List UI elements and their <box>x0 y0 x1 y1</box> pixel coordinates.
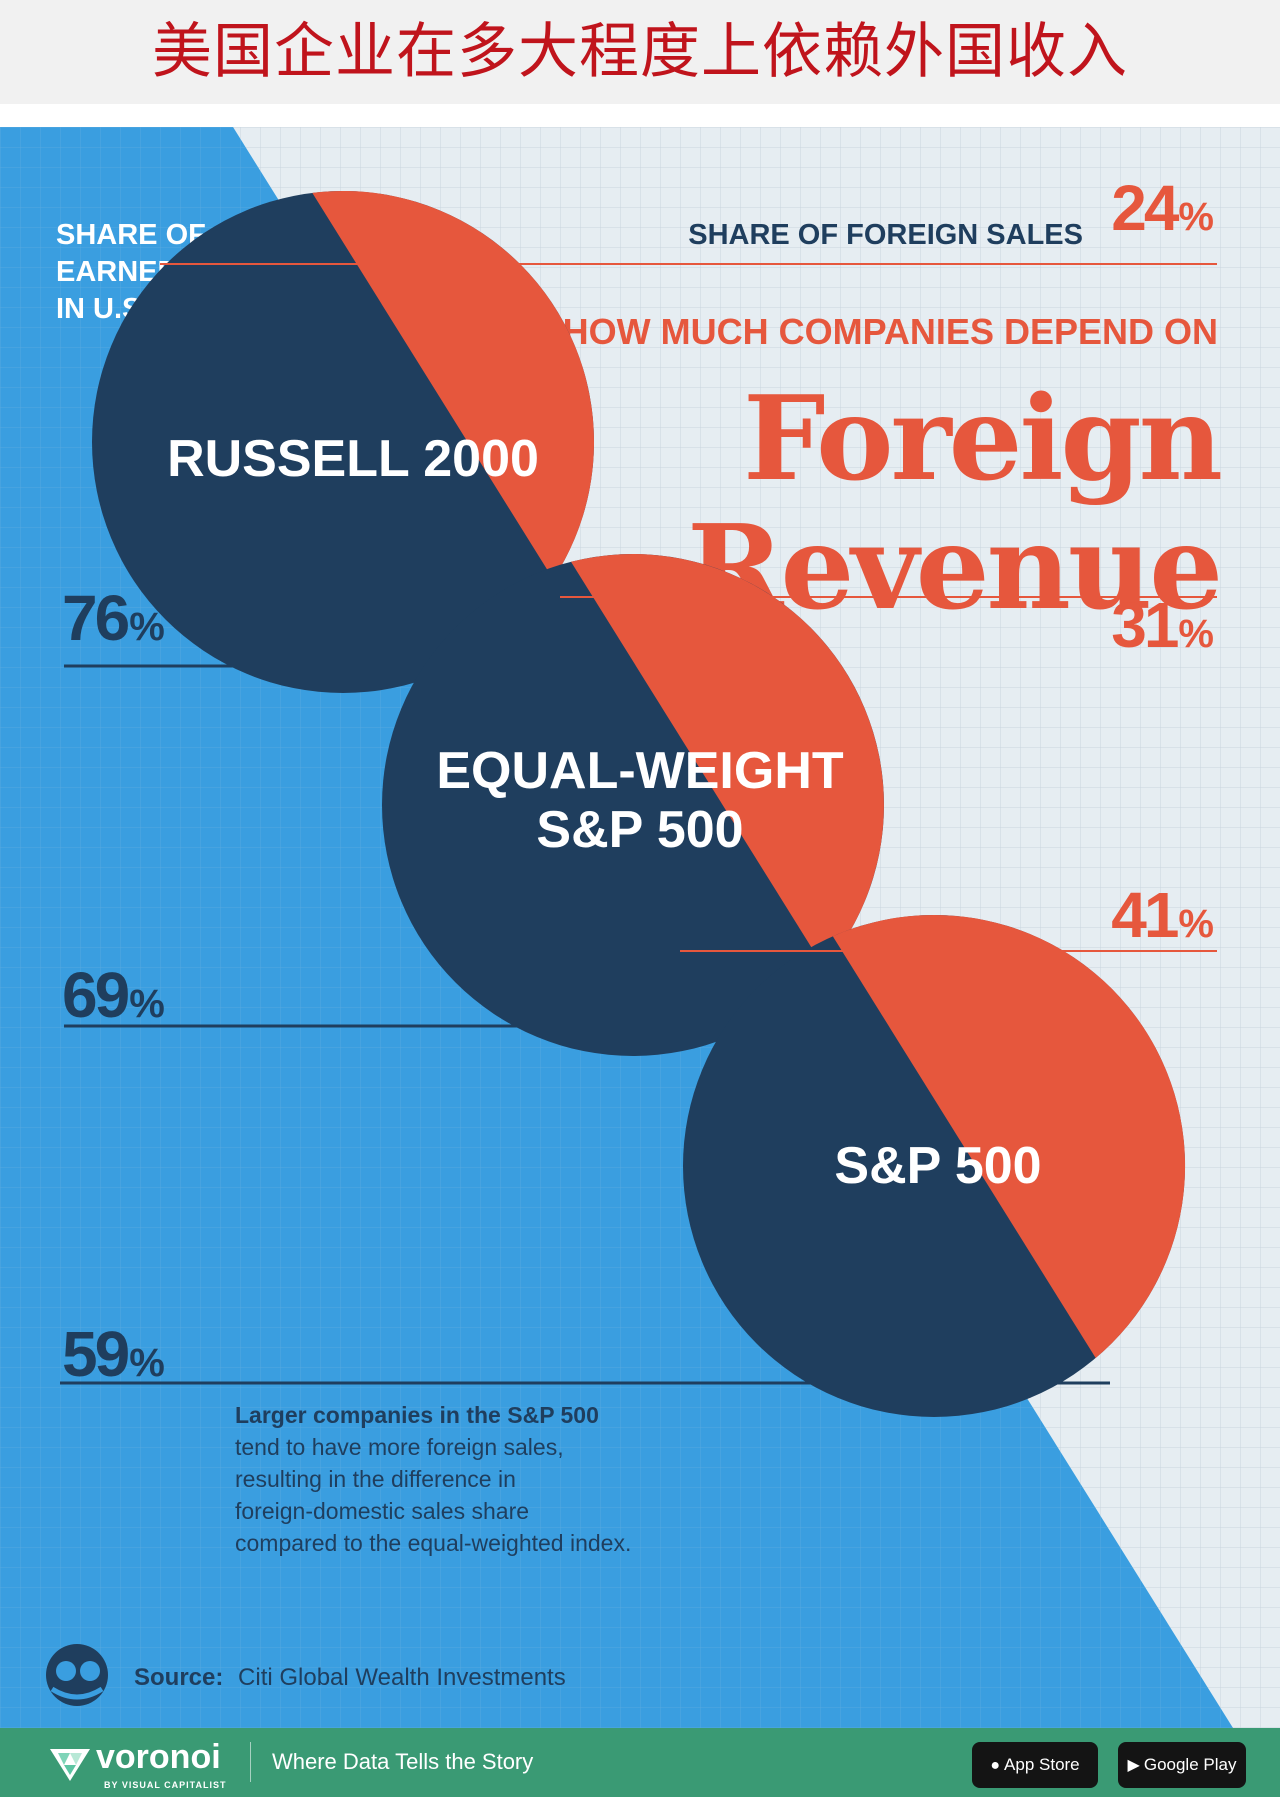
foreign-value-2: 31% <box>1111 589 1214 661</box>
foreign-value-1: 24% <box>1111 172 1214 244</box>
note: Larger companies in the S&P 500 tend to … <box>235 1402 631 1556</box>
brand[interactable]: voronoi BY VISUAL CAPITALIST <box>48 1738 226 1790</box>
domestic-value-1: 76% <box>62 582 165 654</box>
infographic: SHARE OF SALES EARNED IN U.S. SHARE OF F… <box>0 127 1280 1728</box>
footer-divider <box>250 1742 251 1782</box>
source: Source: Citi Global Wealth Investments <box>134 1664 566 1691</box>
google-play-label: Google Play <box>1143 1755 1237 1774</box>
brand-subtitle: BY VISUAL CAPITALIST <box>104 1780 227 1790</box>
note-line-2: tend to have more foreign sales, <box>235 1434 564 1460</box>
play-icon: ▶ <box>1127 1757 1140 1774</box>
app-store-button[interactable]: ● App Store <box>972 1742 1098 1788</box>
source-text: Citi Global Wealth Investments <box>238 1664 566 1691</box>
tagline: Where Data Tells the Story <box>272 1749 534 1774</box>
voronoi-logo-icon <box>50 1749 90 1781</box>
note-line-3: resulting in the difference in <box>235 1466 516 1492</box>
source-logo-icon <box>46 1644 108 1706</box>
pie-label-1: RUSSELL 2000 <box>167 430 539 488</box>
pie-label-line: S&P 500 <box>536 801 743 859</box>
source-label: Source: <box>134 1664 223 1691</box>
domestic-value-2: 69% <box>62 959 165 1031</box>
pie-label-2: EQUAL-WEIGHT S&P 500 <box>436 742 844 859</box>
right-axis-label: SHARE OF FOREIGN SALES <box>688 219 1083 251</box>
foreign-value-3: 41% <box>1111 879 1214 951</box>
pie-2: EQUAL-WEIGHT S&P 500 <box>382 554 884 1056</box>
note-line-4: foreign-domestic sales share <box>235 1498 529 1524</box>
pie-3: S&P 500 <box>683 914 1186 1417</box>
foreign-slice-1 <box>312 191 595 580</box>
kicker: HOW MUCH COMPANIES DEPEND ON <box>563 311 1218 352</box>
google-play-button[interactable]: ▶ Google Play <box>1118 1742 1246 1788</box>
pie-1: RUSSELL 2000 <box>92 191 595 693</box>
foreign-slice-2 <box>571 554 884 968</box>
footer-bar: voronoi BY VISUAL CAPITALIST Where Data … <box>0 1728 1280 1797</box>
header-bar: 美国企业在多大程度上依赖外国收入 <box>0 0 1280 104</box>
pie-label-line: EQUAL-WEIGHT <box>436 742 844 800</box>
app-store-label: App Store <box>1004 1755 1080 1774</box>
pie-label-3: S&P 500 <box>834 1137 1041 1195</box>
pie-label-line: RUSSELL 2000 <box>167 430 539 488</box>
pie-label-line: S&P 500 <box>834 1137 1041 1195</box>
title-line-1: Foreign <box>743 371 1220 507</box>
foreign-slice-3 <box>832 914 1186 1358</box>
header-title: 美国企业在多大程度上依赖外国收入 <box>152 17 1128 87</box>
brand-name: voronoi <box>96 1738 221 1776</box>
note-line-1: Larger companies in the S&P 500 <box>235 1402 599 1428</box>
domestic-value-3: 59% <box>62 1318 165 1390</box>
apple-icon: ● <box>990 1757 1001 1774</box>
note-line-5: compared to the equal-weighted index. <box>235 1530 631 1556</box>
